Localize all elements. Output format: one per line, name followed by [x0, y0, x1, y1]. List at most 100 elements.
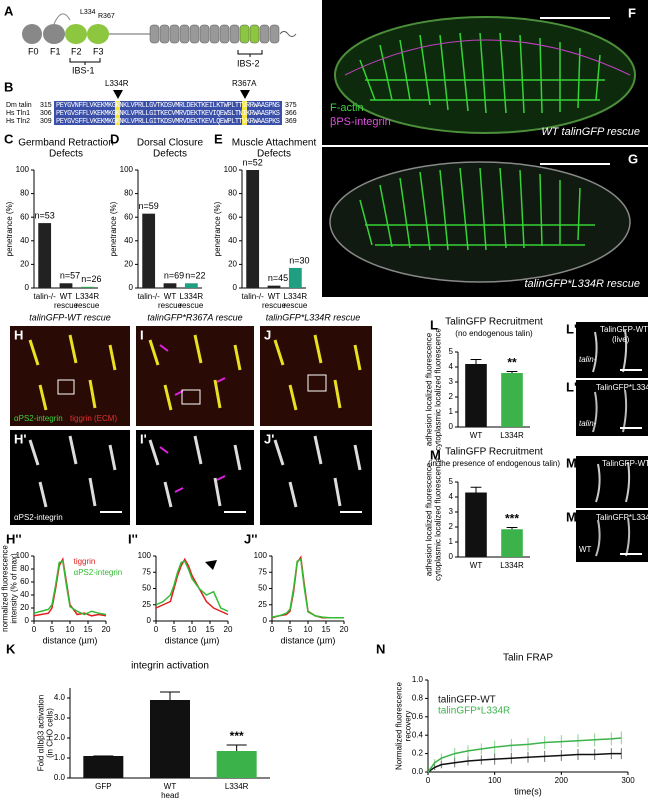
value-label: n=53: [35, 210, 55, 220]
y-tick-label: 75: [142, 567, 151, 576]
highlight: [115, 101, 120, 125]
y-tick-label: 0: [233, 283, 238, 292]
caption: WT talinGFP rescue: [541, 126, 640, 138]
micrograph: H' αPS2-integrin: [10, 430, 130, 525]
x-tick-label: 20: [224, 625, 233, 634]
y-tick-label: 25: [142, 600, 151, 609]
x-tick-label: rescue: [158, 301, 183, 310]
y-tick-label: 80: [20, 564, 29, 573]
caption: talinGFP*R367A rescue: [147, 312, 242, 322]
y-axis-label: (in CHO cells): [46, 708, 55, 758]
y-tick-label: 0: [25, 283, 30, 292]
panel-label: G: [628, 151, 638, 166]
seq-name: Hs Tln1: [6, 110, 30, 117]
y-tick-label: 1: [449, 537, 454, 546]
annotation: **: [507, 356, 517, 370]
micrograph: J': [260, 430, 372, 525]
value-label: n=69: [164, 271, 184, 281]
stain-label: αPS2-integrin: [14, 513, 63, 522]
panel-label: J'': [244, 531, 257, 546]
x-tick-label: L334R: [284, 292, 308, 301]
error-bar: [226, 744, 247, 751]
y-tick-label: 100: [138, 551, 152, 560]
bar: [184, 283, 198, 288]
image-title: TalinGFP-WT: [600, 325, 648, 334]
site-label: L334: [80, 9, 96, 16]
panel-label: K: [6, 641, 16, 656]
panel-label: B: [4, 79, 13, 94]
x-tick-label: 10: [304, 625, 313, 634]
panel-label: F: [628, 5, 636, 20]
x-tick-label: rescue: [262, 301, 287, 310]
rod-domains: [149, 24, 280, 44]
y-axis-label: adhesion localized fluorescence: [425, 332, 434, 446]
marker-label: L334R: [105, 79, 129, 88]
y-tick-label: 0.4: [412, 730, 424, 739]
seq-start: 315: [40, 102, 52, 109]
y-tick-label: 4.0: [54, 693, 66, 702]
y-axis-label: recovery: [404, 711, 413, 742]
panel-label: I: [140, 327, 144, 342]
domain-label: F2: [71, 46, 82, 56]
y-tick-label: 2.0: [54, 733, 66, 742]
marker: [113, 90, 123, 99]
y-axis-label: Normalized fluorescence: [395, 681, 404, 770]
error-bar: [470, 359, 482, 364]
series-line: [427, 737, 622, 773]
chart-title: Talin FRAP: [503, 653, 553, 664]
series-line: [155, 560, 229, 612]
y-tick-label: 0.6: [412, 712, 424, 721]
chart-subtitle: (no endogenous talin): [455, 329, 533, 338]
y-tick-label: 40: [124, 236, 133, 245]
bracket: [69, 58, 101, 65]
x-tick-label: 20: [102, 625, 111, 634]
panel-label: L': [566, 321, 577, 336]
y-tick-label: 40: [20, 590, 29, 599]
y-axis-label: penetrance (%): [213, 201, 222, 256]
domain-label: F1: [50, 46, 61, 56]
y-axis-label: normalized fluorescence: [1, 545, 10, 632]
embryo-image: F F-actin βPS-integrin WT talinGFP rescu…: [322, 0, 648, 145]
series-line: [33, 560, 107, 616]
y-tick-label: 1: [449, 407, 454, 416]
y-tick-label: 60: [124, 212, 133, 221]
bar: [150, 700, 190, 778]
panel-label: M: [430, 447, 441, 462]
micrograph: H αPS2-integrin tiggrin (ECM): [10, 326, 130, 426]
bar: [288, 267, 302, 288]
x-tick-label: L334R: [500, 431, 524, 440]
y-axis-label: adhesion localized fluorescence: [425, 462, 434, 576]
seq-name: Hs Tln2: [6, 118, 30, 125]
y-tick-label: 0.2: [412, 749, 424, 758]
micrograph: J: [260, 326, 372, 426]
marker-label: R367A: [232, 79, 257, 88]
chart-title: Defects: [153, 149, 187, 160]
y-tick-label: 1.0: [54, 753, 66, 762]
domain-label: F3: [93, 46, 104, 56]
chart-title: TalinGFP Recruitment: [445, 447, 543, 458]
x-tick-label: talin-/-: [34, 292, 57, 301]
panel-label: M': [566, 455, 580, 470]
y-tick-label: 2: [449, 522, 454, 531]
panel-label: H': [14, 431, 26, 446]
panel-label: I'': [128, 531, 138, 546]
x-tick-label: 5: [50, 625, 55, 634]
y-axis-label: penetrance (%): [109, 201, 118, 256]
image-note: (live): [612, 335, 630, 344]
caption: talinGFP*L334R rescue: [266, 312, 361, 322]
genotype: talin-: [579, 419, 597, 428]
x-tick-label: WT: [470, 561, 483, 570]
y-tick-label: 25: [258, 600, 267, 609]
arrowhead: [205, 560, 217, 570]
x-tick-label: rescue: [75, 301, 100, 310]
y-tick-label: 100: [120, 165, 134, 174]
seq-start: 306: [40, 110, 52, 117]
bar: [59, 283, 73, 288]
genotype: talin-: [579, 355, 597, 364]
stain-label: αPS2-integrin: [14, 414, 63, 423]
x-tick-label: 200: [555, 776, 569, 785]
y-tick-label: 0.0: [54, 773, 66, 782]
micrograph: I: [136, 326, 254, 426]
region-label: IBS-1: [72, 65, 95, 75]
